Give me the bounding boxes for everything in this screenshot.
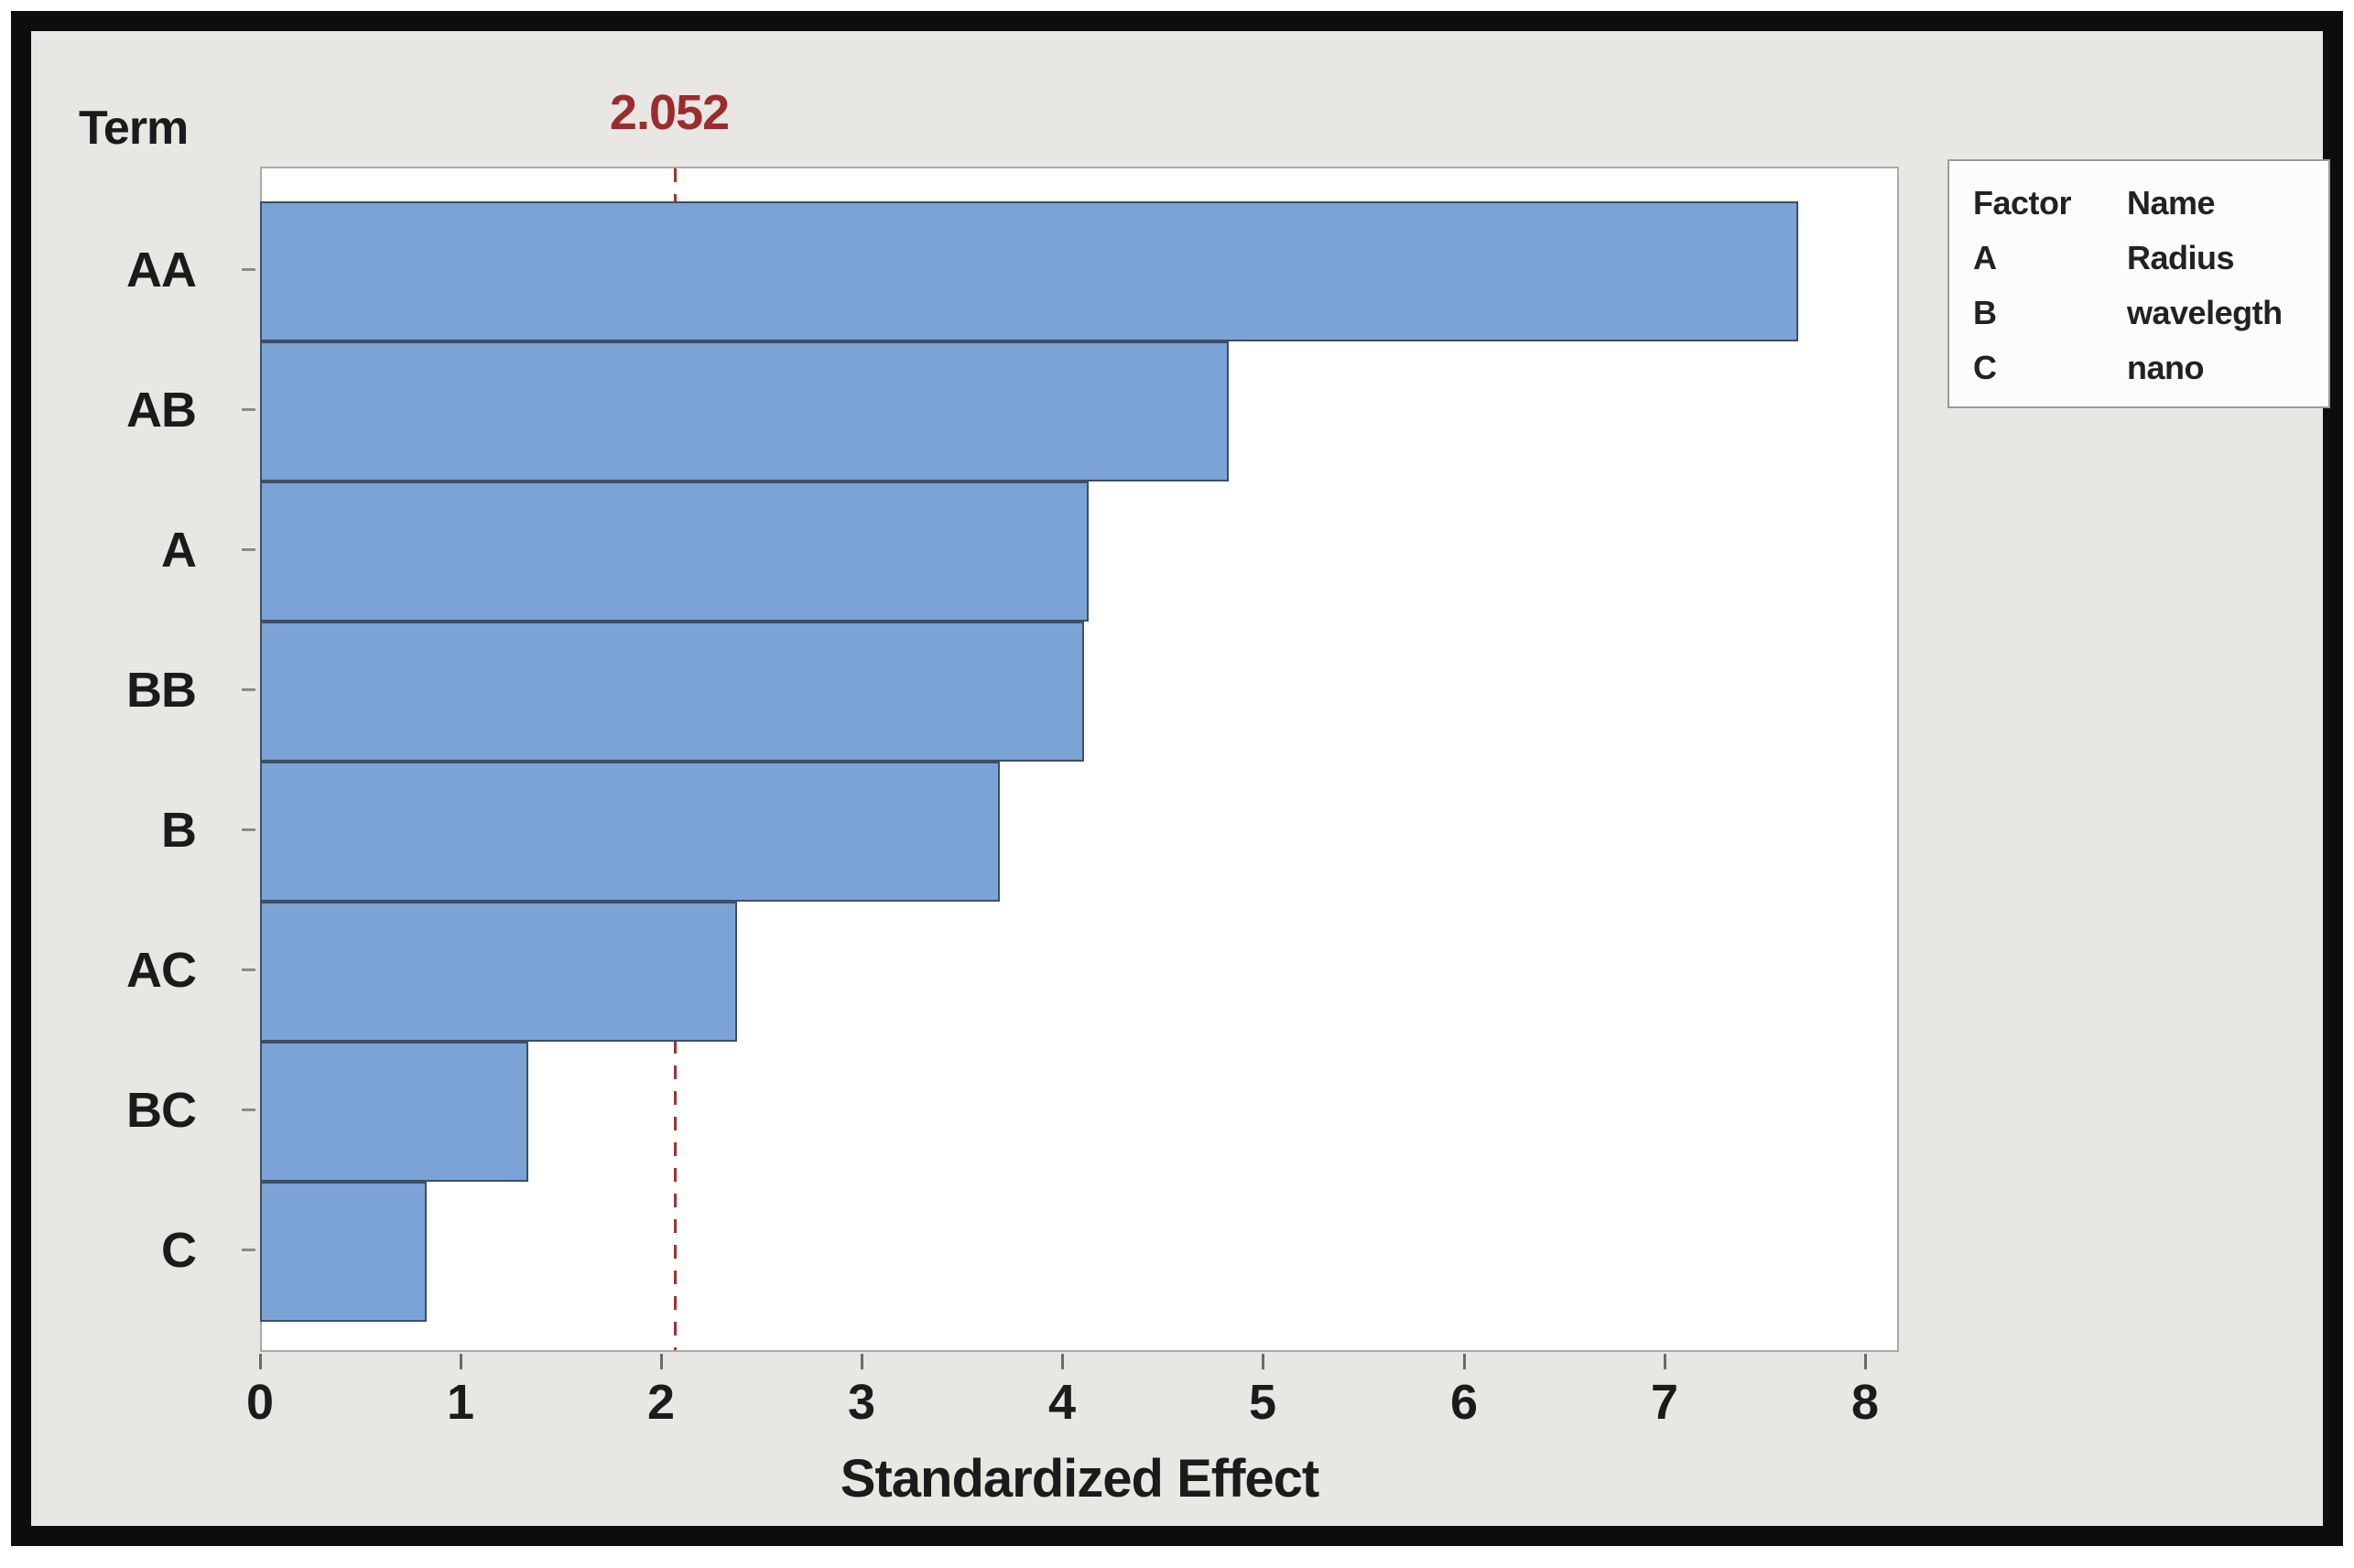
x-tick-1 [460, 1354, 462, 1369]
x-tick-2 [660, 1354, 663, 1369]
x-tick-5 [1262, 1354, 1264, 1369]
bar-BC [260, 1042, 528, 1182]
y-tick-BC [242, 1108, 255, 1111]
legend-name-A: Radius [2127, 239, 2235, 276]
x-tick-label-8: 8 [1850, 1375, 1880, 1430]
y-axis-title: Term [79, 102, 189, 155]
legend-factor-C: C [1973, 349, 1997, 386]
y-label-B: B [161, 802, 197, 858]
bar-AB [260, 341, 1229, 481]
y-label-BC: BC [126, 1082, 197, 1138]
x-tick-label-3: 3 [847, 1375, 876, 1430]
x-tick-label-4: 4 [1047, 1375, 1077, 1430]
bar-AA [260, 201, 1798, 341]
x-tick-label-1: 1 [446, 1375, 475, 1430]
x-tick-label-0: 0 [245, 1375, 275, 1430]
y-label-AA: AA [126, 242, 197, 297]
y-tick-AC [242, 968, 255, 971]
legend-header-name: Name [2127, 184, 2216, 222]
y-label-C: C [161, 1222, 197, 1278]
legend-header-factor: Factor [1973, 184, 2072, 222]
x-axis-title: Standardized Effect [840, 1449, 1319, 1509]
y-label-AC: AC [126, 942, 197, 998]
y-tick-BB [242, 688, 255, 691]
y-label-A: A [161, 522, 197, 578]
reference-line-label: 2.052 [609, 85, 730, 140]
y-tick-A [242, 548, 255, 551]
x-tick-label-6: 6 [1449, 1375, 1479, 1430]
x-tick-3 [861, 1354, 863, 1369]
y-label-AB: AB [126, 382, 197, 438]
x-tick-label-5: 5 [1248, 1375, 1277, 1430]
x-tick-8 [1864, 1354, 1867, 1369]
x-tick-label-7: 7 [1650, 1375, 1679, 1430]
x-tick-4 [1061, 1354, 1064, 1369]
plot-area [260, 167, 1899, 1352]
bar-C [260, 1182, 427, 1322]
x-tick-label-2: 2 [646, 1375, 676, 1430]
legend-factor-A: A [1973, 239, 1997, 276]
bar-A [260, 481, 1089, 622]
bar-BB [260, 622, 1084, 762]
y-tick-AA [242, 268, 255, 271]
legend-factor-B: B [1973, 294, 1997, 331]
legend-name-B: wavelegth [2127, 294, 2283, 331]
bar-AC [260, 902, 737, 1042]
legend-name-C: nano [2127, 349, 2205, 386]
y-tick-AB [242, 408, 255, 411]
y-label-BB: BB [126, 662, 197, 718]
x-tick-6 [1463, 1354, 1466, 1369]
x-axis: 0 1 2 3 4 5 6 7 8 [246, 1354, 1899, 1464]
x-tick-7 [1664, 1354, 1666, 1369]
bar-B [260, 762, 1000, 902]
y-tick-C [242, 1249, 255, 1251]
x-tick-0 [259, 1354, 262, 1369]
y-tick-B [242, 828, 255, 831]
